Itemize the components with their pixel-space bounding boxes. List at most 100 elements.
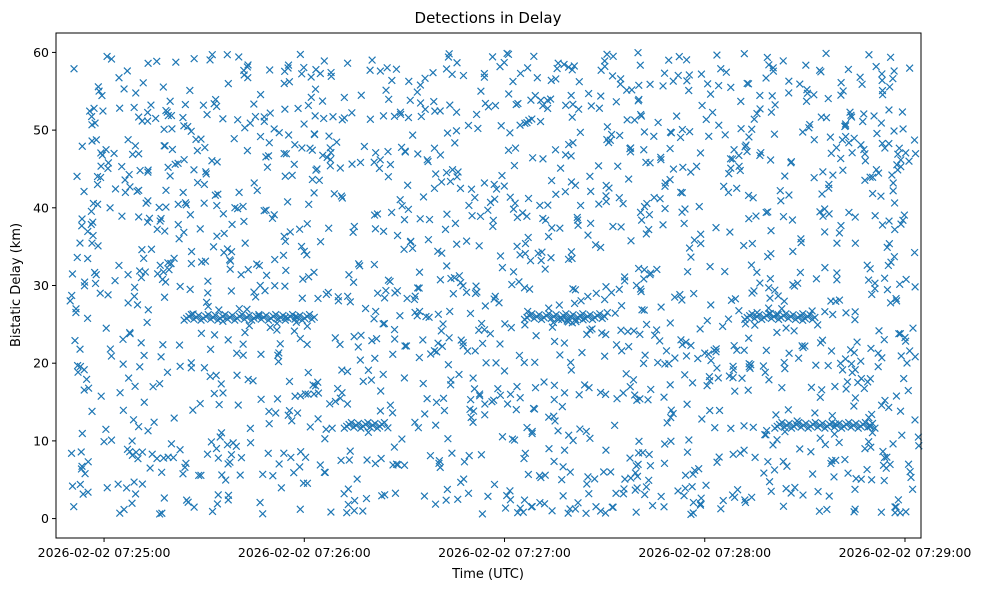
data-point xyxy=(561,309,570,318)
data-point xyxy=(377,491,386,500)
data-point xyxy=(264,152,273,160)
data-point xyxy=(281,172,290,181)
data-point xyxy=(678,125,687,134)
data-point xyxy=(135,363,144,371)
data-point xyxy=(529,404,538,413)
data-point xyxy=(474,124,482,133)
data-point xyxy=(290,327,299,335)
data-point xyxy=(477,87,485,96)
data-point xyxy=(293,409,302,417)
data-point xyxy=(547,176,556,185)
data-point xyxy=(685,127,694,136)
data-point xyxy=(779,57,788,65)
data-point xyxy=(393,231,402,240)
data-point xyxy=(818,190,826,198)
data-point xyxy=(318,151,327,160)
data-point xyxy=(706,90,715,98)
data-point xyxy=(731,294,740,303)
data-point xyxy=(798,128,807,136)
data-point xyxy=(509,77,517,86)
data-point xyxy=(445,101,454,109)
data-point xyxy=(637,112,646,120)
data-point xyxy=(835,438,843,447)
data-point xyxy=(563,317,572,325)
data-point xyxy=(893,150,902,159)
data-point xyxy=(892,503,900,511)
data-point xyxy=(627,236,635,245)
data-point xyxy=(130,103,138,112)
data-point xyxy=(433,247,442,256)
data-point xyxy=(138,245,146,254)
data-point xyxy=(327,508,335,516)
data-point xyxy=(847,359,856,368)
data-point xyxy=(489,216,498,225)
data-point xyxy=(745,359,753,368)
data-point xyxy=(466,405,474,414)
data-point xyxy=(561,101,570,110)
data-point xyxy=(825,492,834,500)
data-point xyxy=(599,468,608,476)
data-point xyxy=(848,368,857,377)
data-point xyxy=(246,424,255,433)
data-point xyxy=(532,331,540,340)
data-point xyxy=(329,112,337,121)
data-point xyxy=(687,510,695,519)
data-point xyxy=(472,110,481,119)
data-point xyxy=(69,502,78,511)
data-point xyxy=(175,234,183,243)
data-point xyxy=(336,164,345,172)
data-point xyxy=(103,483,112,492)
data-point xyxy=(301,390,310,398)
data-point xyxy=(200,363,209,372)
data-point xyxy=(486,198,495,207)
data-point xyxy=(730,145,738,154)
data-point xyxy=(423,394,431,403)
data-point xyxy=(867,475,876,484)
data-point xyxy=(900,211,909,219)
data-point xyxy=(623,116,631,124)
data-point xyxy=(880,453,889,462)
data-point xyxy=(366,66,374,75)
data-point xyxy=(296,505,305,514)
data-point xyxy=(496,340,504,348)
data-point xyxy=(592,502,600,511)
data-point xyxy=(301,453,310,462)
data-point xyxy=(736,97,745,106)
data-point xyxy=(713,458,721,467)
data-point xyxy=(166,172,174,180)
data-point xyxy=(221,310,229,319)
data-point xyxy=(296,334,305,343)
data-point xyxy=(586,434,594,443)
data-point xyxy=(889,74,897,83)
data-point xyxy=(384,424,392,432)
data-point xyxy=(857,475,866,483)
data-point xyxy=(466,309,475,318)
data-point xyxy=(897,352,906,360)
data-point xyxy=(636,395,644,403)
data-point xyxy=(76,239,84,247)
data-point xyxy=(343,292,352,301)
data-point xyxy=(715,406,724,415)
data-point xyxy=(540,499,549,508)
data-point xyxy=(609,52,618,61)
data-point xyxy=(645,450,654,459)
data-point xyxy=(115,104,124,113)
data-point xyxy=(400,461,409,470)
data-point xyxy=(607,288,616,297)
data-point xyxy=(208,50,217,59)
data-point xyxy=(419,336,427,344)
data-point xyxy=(343,59,352,68)
data-point xyxy=(349,228,357,237)
data-point xyxy=(680,219,688,228)
data-point xyxy=(875,326,883,335)
data-point xyxy=(168,145,177,154)
data-point xyxy=(763,53,772,62)
data-point xyxy=(80,386,89,394)
data-point xyxy=(163,368,172,377)
data-point xyxy=(445,333,453,342)
data-point xyxy=(697,70,706,78)
data-point xyxy=(189,310,197,318)
data-point xyxy=(216,433,225,441)
data-point xyxy=(632,508,640,516)
data-point xyxy=(284,131,293,139)
